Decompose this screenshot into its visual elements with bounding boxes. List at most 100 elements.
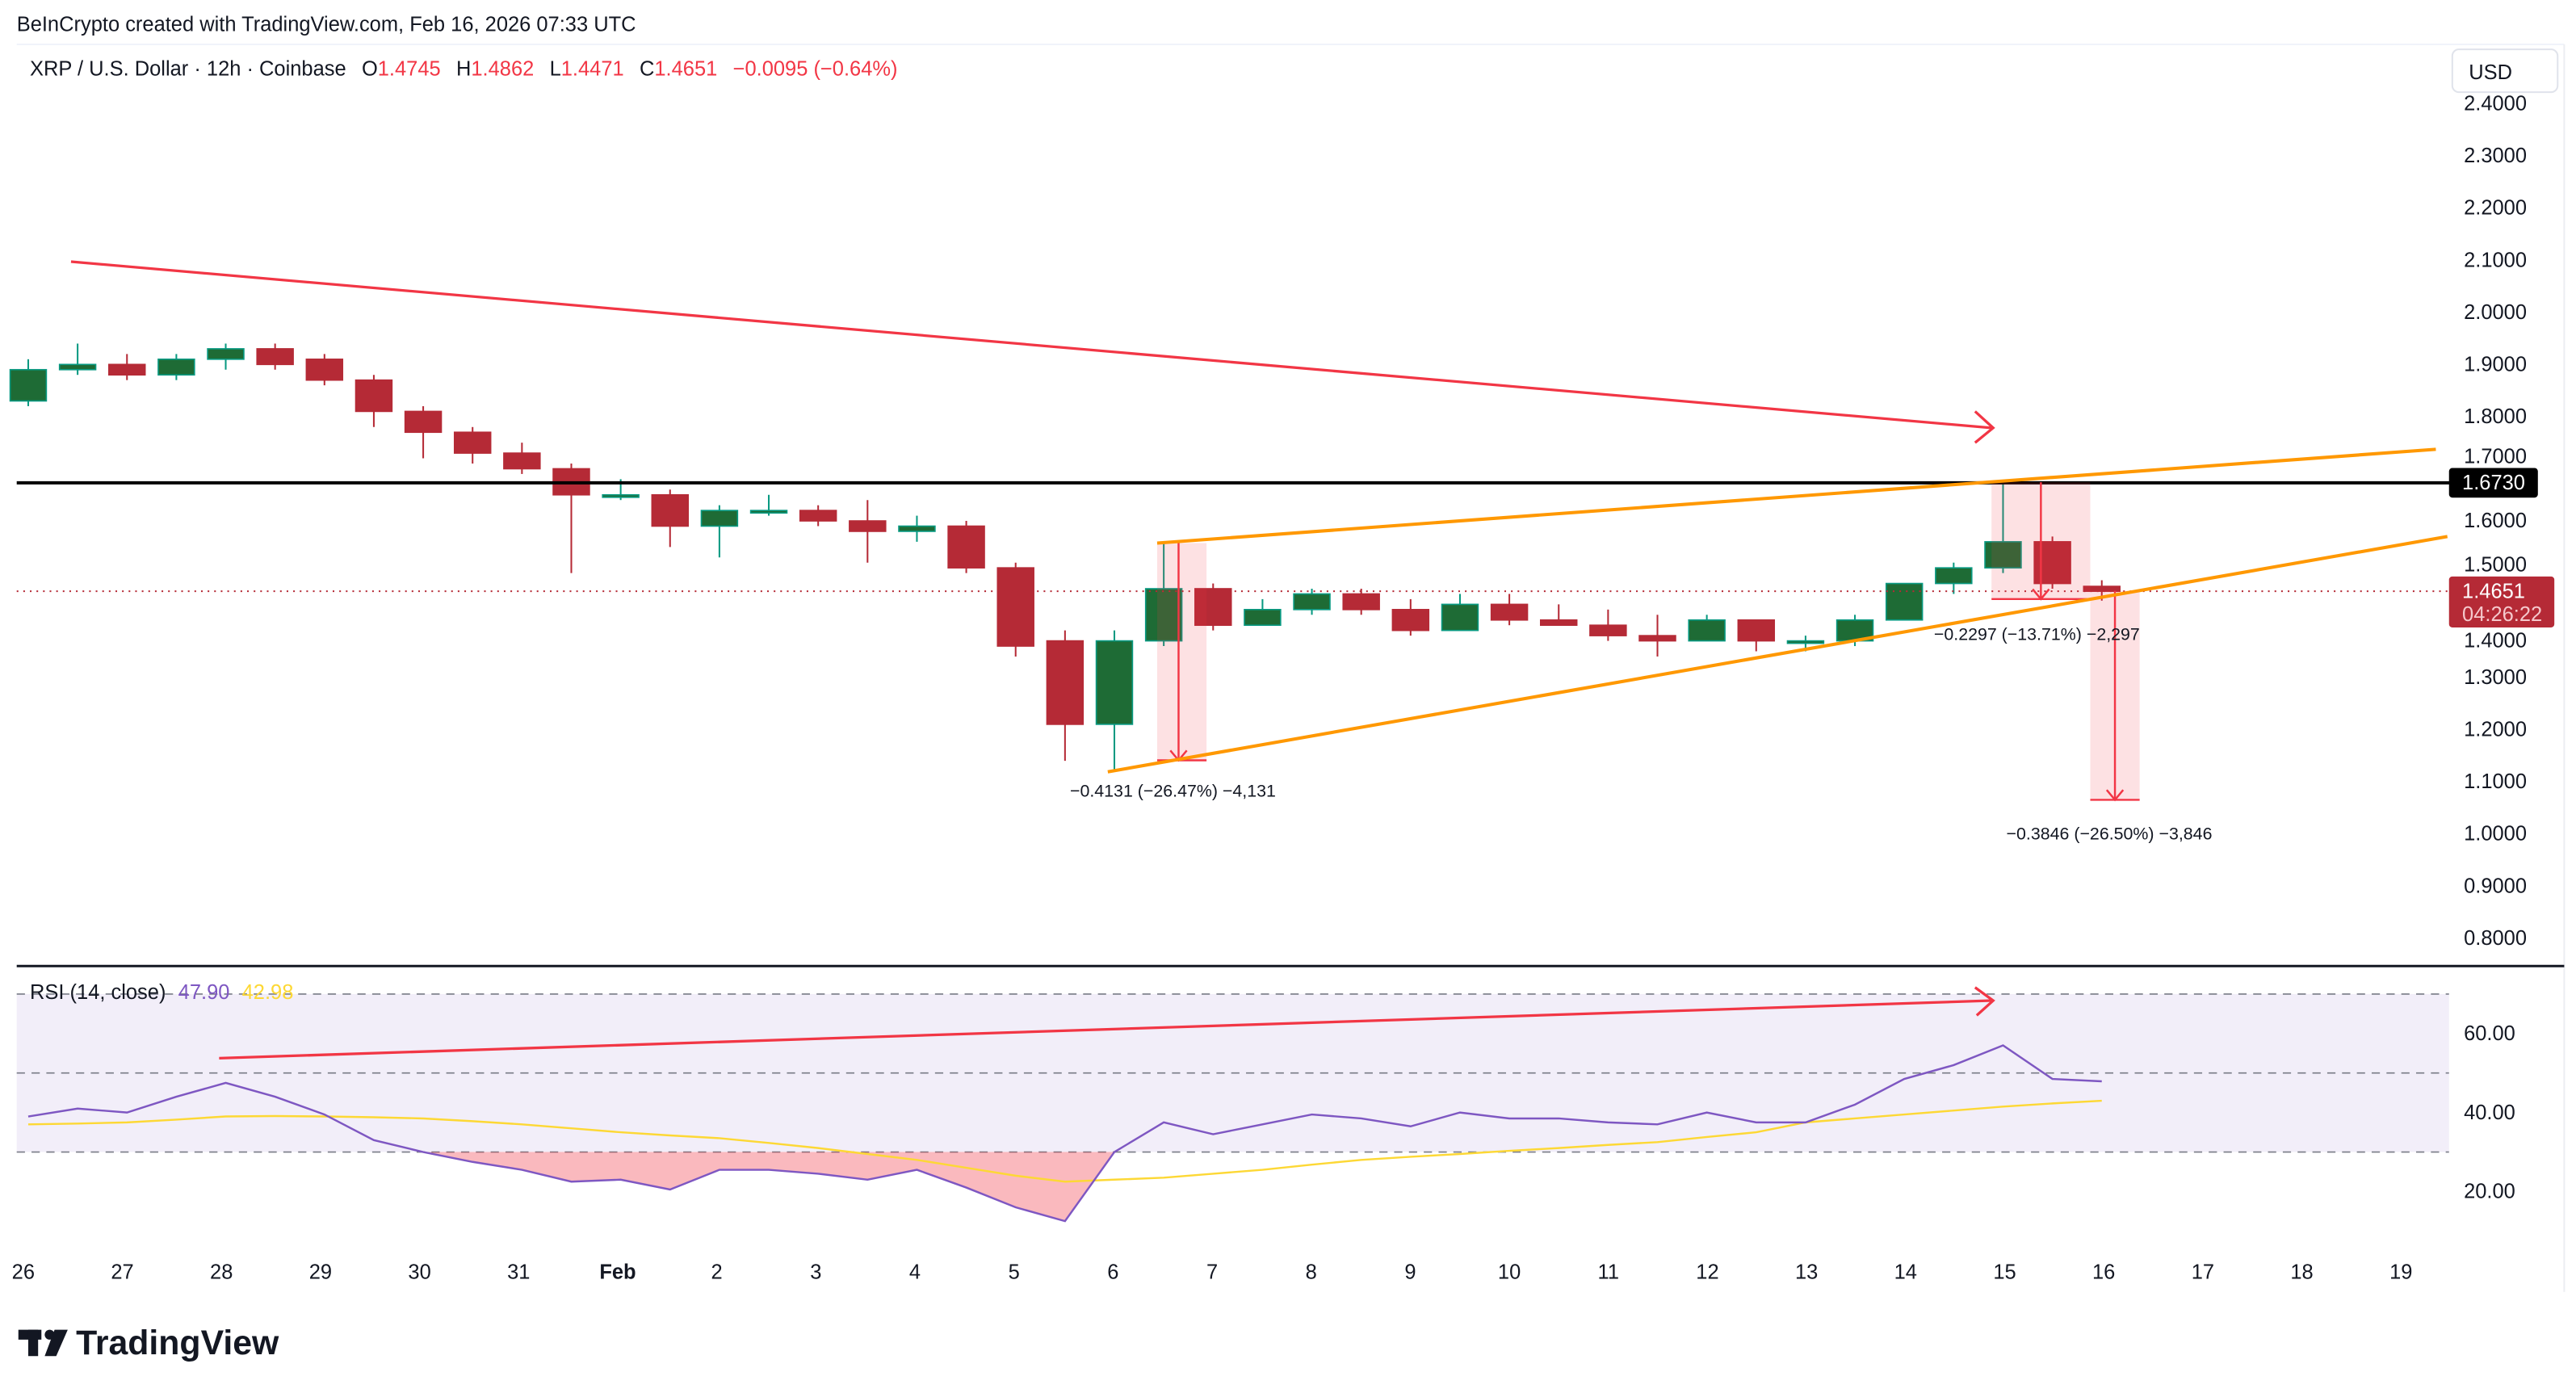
candle [1244, 598, 1282, 627]
candle-body [503, 452, 541, 470]
rsi-trendline-arrow-icon [1974, 986, 1995, 1017]
candle [996, 562, 1034, 657]
price-tick-label: 1.0000 [2464, 823, 2527, 846]
candle-body [9, 368, 48, 402]
candle-body [256, 348, 294, 366]
x-tick-label: 9 [1404, 1261, 1416, 1283]
measurement-label: −0.4131 (−26.47%) −4,131 [1070, 781, 1276, 800]
candle [799, 505, 837, 527]
measure-box[interactable] [1156, 543, 1207, 761]
candle-body [1490, 603, 1529, 621]
candle [1935, 562, 1973, 594]
measure-range-3[interactable] [2090, 590, 2140, 802]
x-tick-label: 17 [2192, 1261, 2214, 1283]
candle-body [996, 567, 1034, 647]
x-tick-label: 13 [1795, 1261, 1818, 1283]
candle-body [207, 348, 245, 360]
candle-body [2083, 585, 2121, 592]
x-tick-label: 7 [1206, 1261, 1218, 1283]
candle [1342, 588, 1380, 615]
measure-range-1[interactable] [1156, 543, 1207, 762]
candle-body [1441, 603, 1479, 632]
x-tick-label: 26 [12, 1261, 35, 1283]
candle-body [355, 379, 393, 413]
candle [1540, 604, 1578, 627]
watermark-text: BeInCrypto created with TradingView.com,… [17, 14, 636, 36]
candle [503, 443, 541, 474]
price-tick-label: 2.4000 [2464, 93, 2527, 115]
measure-range-2[interactable] [1991, 482, 2091, 601]
price-tick-label: 1.8000 [2464, 405, 2527, 428]
x-tick-label: 3 [810, 1261, 821, 1283]
candle-body [1342, 593, 1380, 611]
candle-body [1095, 640, 1134, 725]
x-tick-label: 6 [1107, 1261, 1118, 1283]
candle [749, 494, 788, 516]
x-tick-label: 28 [210, 1261, 233, 1283]
x-tick-label: 11 [1598, 1261, 1619, 1283]
candle-body [1244, 609, 1282, 627]
price-tick-label: 0.8000 [2464, 927, 2527, 950]
rsi-tick-label: 40.00 [2464, 1102, 2515, 1124]
price-tick-label: 1.7000 [2464, 445, 2527, 468]
candle-body [1293, 593, 1331, 611]
candle [1490, 594, 1529, 626]
candle [1885, 582, 1924, 621]
candle-body [700, 510, 739, 527]
candle-body [58, 363, 97, 371]
candle-body [1589, 624, 1627, 636]
price-tick-label: 2.3000 [2464, 145, 2527, 167]
price-tick-label: 1.1000 [2464, 770, 2527, 793]
price-tick-label: 2.2000 [2464, 197, 2527, 220]
candle [849, 500, 887, 563]
candle-body [1984, 541, 2022, 569]
candle [898, 515, 936, 542]
candle [157, 354, 195, 380]
x-tick-label: 12 [1696, 1261, 1718, 1283]
measurement-label: −0.3846 (−26.50%) −3,846 [2007, 824, 2213, 843]
candle [453, 426, 492, 464]
candle-body [453, 431, 492, 454]
x-tick-label: 18 [2290, 1261, 2313, 1283]
candle [1144, 541, 1183, 647]
candle [1194, 583, 1232, 631]
rsi-oversold-fill [423, 1152, 1114, 1222]
x-tick-label: 2 [711, 1261, 723, 1283]
candle-body [849, 520, 887, 532]
candle [1293, 588, 1331, 615]
price-tick-label: 0.9000 [2464, 875, 2527, 897]
rsi-trendline[interactable] [219, 999, 1992, 1060]
price-tick-label: 1.9000 [2464, 353, 2527, 376]
candle-body [305, 359, 344, 381]
candle-body [1786, 640, 1825, 644]
last-price-badge-text: 04:26:22 [2462, 603, 2542, 626]
horizontal-line-price-badge-bg [2448, 468, 2538, 498]
wedge-lower-line[interactable] [1107, 535, 2448, 774]
candle-body [1836, 619, 1874, 642]
candle-body [1046, 640, 1085, 725]
candle-body [404, 410, 443, 434]
candle [700, 505, 739, 558]
rsi-tick-label: 20.00 [2464, 1181, 2515, 1203]
wedge-upper-line[interactable] [1156, 447, 2436, 545]
candle [1391, 598, 1430, 636]
rsi-ma-line [27, 1099, 2102, 1183]
tradingview-logo-icon [18, 1329, 68, 1357]
price-tick-label: 1.5000 [2464, 554, 2527, 577]
candle [1589, 609, 1627, 641]
candle [404, 405, 443, 459]
price-tick-label: 2.0000 [2464, 301, 2527, 324]
last-price-badge-bg [2448, 576, 2555, 627]
candle-body [1737, 619, 1776, 642]
rsi-tick-label: 60.00 [2464, 1022, 2515, 1045]
x-tick-label: 5 [1009, 1261, 1020, 1283]
tradingview-logo[interactable]: TradingView [18, 1324, 279, 1362]
candle-body [1391, 609, 1430, 632]
candle [1638, 615, 1676, 657]
price-trendline[interactable] [70, 260, 1992, 430]
price-tick-label: 1.6000 [2464, 510, 2527, 532]
currency-button[interactable]: USD [2451, 48, 2559, 94]
brand-name: TradingView [76, 1324, 279, 1362]
